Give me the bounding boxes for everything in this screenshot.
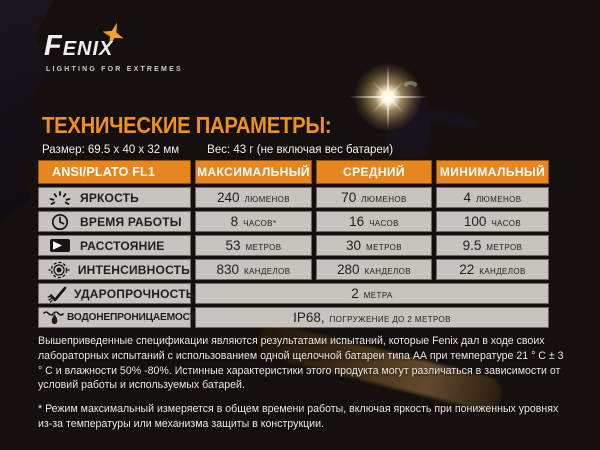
cell-value: 240 — [217, 190, 240, 205]
spec-table: ANSI/PLATO FL1 МАКСИМАЛЬНЫЙ СРЕДНИЙ МИНИ… — [38, 160, 549, 328]
cell-unit: МЕТРОВ — [366, 242, 403, 252]
footnotes: Вышеприведенные спецификации являются ре… — [38, 334, 565, 432]
cell-value: 53 — [225, 238, 241, 253]
title-block: ТЕХНИЧЕСКИЕ ПАРАМЕТРЫ: Размер: 69.5 x 40… — [42, 112, 393, 156]
fenix-star-icon — [102, 22, 124, 53]
cell-unit: МЕТРОВ — [486, 242, 523, 252]
row-label-waterproof: ВОДОНЕПРОНИЦАЕМОСТЬ — [38, 307, 203, 328]
runtime-max-cell: 8 ЧАСОВ* — [195, 211, 312, 232]
cell-value: 2 — [351, 286, 359, 301]
size-label: Размер: 69.5 x 40 x 32 мм — [42, 144, 180, 156]
row-label-text: ИНТЕНСИВНОСТЬ — [77, 262, 190, 277]
cell-value: 4 — [463, 190, 472, 205]
runtime-icon — [46, 212, 74, 232]
cell-value: 22 — [459, 262, 475, 277]
row-label-impact: УДАРОПРОЧНОСТЬ — [38, 283, 194, 304]
cell-value: 830 — [216, 262, 239, 277]
cell-unit: ПОГРУЖЕНИЕ ДО 2 МЕТРОВ — [329, 314, 451, 324]
row-label-intensity: ИНТЕНСИВНОСТЬ — [38, 259, 191, 280]
row-label-text: ВРЕМЯ РАБОТЫ — [80, 214, 182, 229]
logo-wordmark: Fenix — [44, 30, 114, 62]
distance-min-cell: 9.5 МЕТРОВ — [436, 235, 549, 256]
impact-icon — [46, 285, 68, 303]
row-label-text: ВОДОНЕПРОНИЦАЕМОСТЬ — [67, 312, 203, 323]
intensity-min-cell: 22 КАНДЕЛОВ — [436, 259, 549, 280]
row-label-brightness: ЯРКОСТЬ — [38, 187, 191, 208]
cell-value: 30 — [345, 238, 361, 253]
brightness-mid-cell: 70 ЛЮМЕНОВ — [316, 187, 432, 208]
column-header-max: МАКСИМАЛЬНЫЙ — [195, 160, 312, 184]
column-header-mid: СРЕДНИЙ — [316, 160, 432, 184]
intensity-max-cell: 830 КАНДЕЛОВ — [195, 259, 312, 280]
row-label-text: ЯРКОСТЬ — [80, 190, 140, 205]
runtime-min-cell: 100 ЧАСОВ — [436, 211, 549, 232]
waterproof-merged-cell: IP68, ПОГРУЖЕНИЕ ДО 2 МЕТРОВ — [195, 307, 549, 328]
asterisk-note: * Режим максимальный измеряется в общем … — [38, 403, 559, 430]
distance-max-cell: 53 МЕТРОВ — [195, 235, 312, 256]
distance-icon — [46, 238, 74, 253]
cell-unit: ЛЮМЕНОВ — [244, 194, 290, 204]
cell-value: 280 — [336, 262, 360, 277]
brightness-min-cell: 4 ЛЮМЕНОВ — [436, 187, 549, 208]
cell-unit: ЛЮМЕНОВ — [361, 194, 407, 204]
row-label-runtime: ВРЕМЯ РАБОТЫ — [38, 211, 191, 232]
brightness-max-cell: 240 ЛЮМЕНОВ — [195, 187, 312, 208]
weight-label: Вес: 43 г (не включая вес батареи) — [207, 144, 394, 156]
row-label-distance: РАССТОЯНИЕ — [38, 235, 191, 256]
cell-value: 16 — [349, 214, 365, 229]
fenix-logo: Fenix LIGHTING FOR EXTREMES — [44, 22, 224, 76]
page-title: ТЕХНИЧЕСКИЕ ПАРАМЕТРЫ: — [42, 112, 332, 138]
cell-value: 70 — [341, 190, 357, 205]
cell-value: 9.5 — [462, 238, 482, 253]
cell-unit: КАНДЕЛОВ — [364, 266, 412, 276]
intensity-mid-cell: 280 КАНДЕЛОВ — [316, 259, 432, 280]
column-header-min: МИНИМАЛЬНЫЙ — [436, 160, 549, 184]
waterproof-icon — [42, 309, 66, 327]
cell-unit: КАНДЕЛОВ — [479, 266, 526, 276]
cell-unit: МЕТРА — [363, 290, 393, 300]
cell-unit: ЛЮМЕНОВ — [476, 194, 522, 204]
intensity-icon — [46, 260, 72, 280]
row-label-text: УДАРОПРОЧНОСТЬ — [74, 286, 195, 301]
distance-mid-cell: 30 МЕТРОВ — [316, 235, 432, 256]
cell-unit: ЧАСОВ — [369, 218, 399, 228]
cell-unit: КАНДЕЛОВ — [243, 266, 291, 276]
impact-merged-cell: 2 МЕТРА — [195, 283, 549, 304]
cell-unit: ЧАСОВ* — [243, 218, 277, 228]
row-label-text: РАССТОЯНИЕ — [80, 238, 165, 253]
runtime-mid-cell: 16 ЧАСОВ — [316, 211, 432, 232]
cell-value: 8 — [230, 214, 239, 229]
spec-disclaimer: Вышеприведенные спецификации являются ре… — [38, 335, 564, 392]
table-corner-header: ANSI/PLATO FL1 — [38, 160, 191, 184]
cell-unit: ЧАСОВ — [491, 218, 522, 228]
cell-value: 100 — [463, 214, 487, 229]
brightness-icon — [46, 190, 74, 206]
cell-unit: МЕТРОВ — [245, 242, 282, 252]
logo-tagline: LIGHTING FOR EXTREMES — [46, 66, 183, 73]
cell-value: IP68, — [293, 310, 325, 325]
